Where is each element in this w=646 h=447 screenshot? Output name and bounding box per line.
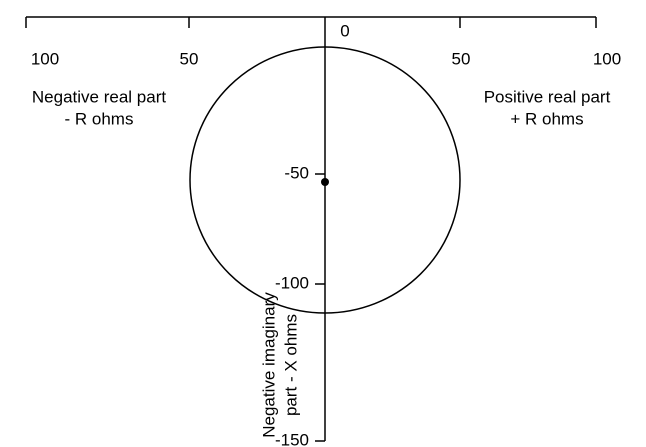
tick-label: -150 <box>275 430 309 447</box>
tick-label: 100 <box>593 49 621 68</box>
axis-label: part - X ohms <box>281 314 300 416</box>
center-point <box>321 178 329 186</box>
impedance-circle <box>189 46 461 314</box>
axis-label: - R ohms <box>65 109 134 128</box>
axis-label: Positive real part <box>484 87 611 106</box>
axis-label: Negative real part <box>32 87 166 106</box>
tick-label: 50 <box>452 49 471 68</box>
axis-label: + R ohms <box>510 109 583 128</box>
tick-label: 100 <box>31 49 59 68</box>
tick-label: -100 <box>275 273 309 292</box>
axis-label: Negative imaginary <box>259 292 278 438</box>
tick-label: -50 <box>284 163 309 182</box>
tick-label: 0 <box>340 21 349 40</box>
tick-label: 50 <box>180 49 199 68</box>
